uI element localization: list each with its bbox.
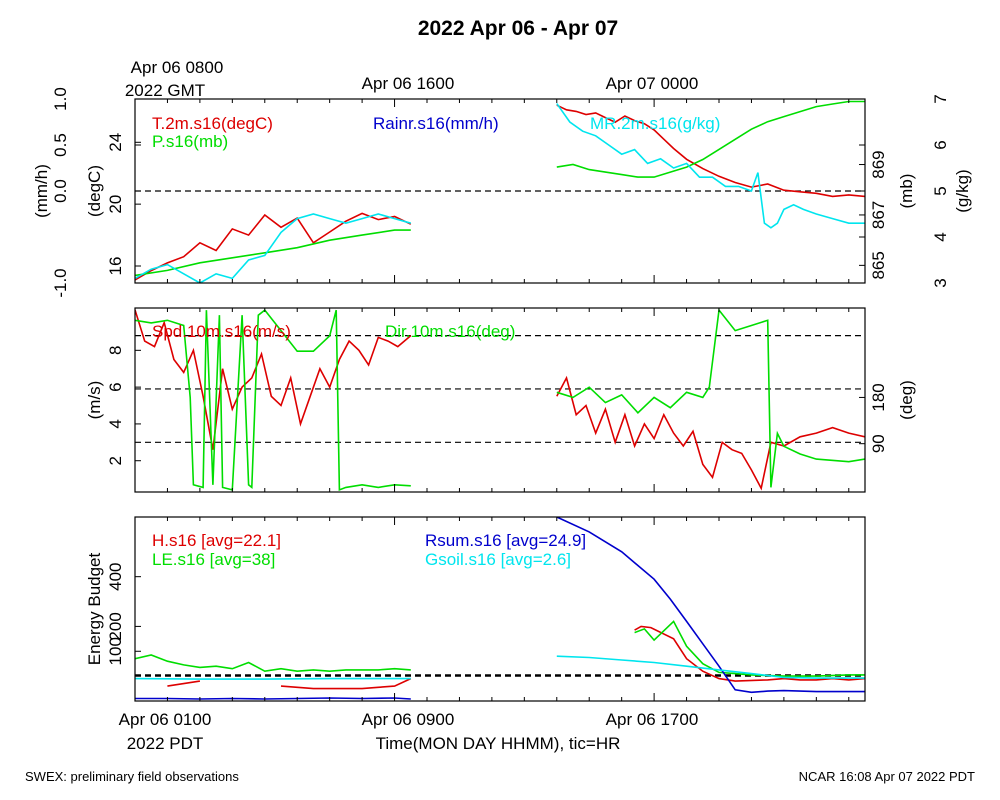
series-line-spd (556, 375, 865, 491)
y-tick-label: 1.0 (51, 87, 70, 111)
legend-entry: MR.2m.s16(g/kg) (590, 114, 720, 133)
series-line-rsum (135, 697, 411, 700)
panel-met: -1.0 0.0 0.5 1.0 (mm/h) 16 20 24(degC) 865 867 869… (32, 87, 972, 297)
series-line-dir (556, 308, 865, 488)
top-axis-label-0: Apr 06 0800 (131, 58, 224, 77)
series-line-h (167, 680, 201, 687)
panel-frame (134, 307, 866, 493)
legend-entry: Gsoil.s16 [avg=2.6] (425, 550, 571, 569)
y-tick-label: 16 (106, 257, 125, 276)
series-line-gsoil (135, 677, 411, 680)
top-axis-label-2: Apr 07 0000 (606, 74, 699, 93)
series-line-h (280, 677, 412, 690)
footer-right: NCAR 16:08 Apr 07 2022 PDT (799, 769, 975, 784)
series-line-rsum (556, 517, 865, 694)
series-line-t (556, 104, 865, 198)
series-line-h (634, 625, 865, 682)
series-line-spd (135, 309, 412, 450)
y-axis-label: (degC) (85, 165, 104, 217)
y-tick-label: 180 (869, 383, 888, 411)
legend-entry: P.s16(mb) (152, 132, 228, 151)
y-tick-label: 200 (106, 612, 125, 640)
panel-wind: 2 4 6 8 (m/s) 90 180 (deg) Spd.10m.s16(m/s) Dir.1… (85, 307, 916, 493)
legend-entry: H.s16 [avg=22.1] (152, 531, 281, 550)
y-tick-label: 5 (931, 186, 950, 195)
y-tick-label: 2 (106, 456, 125, 465)
y-tick-label: 6 (106, 382, 125, 391)
y-axis-label: Energy Budget (85, 552, 104, 665)
top-axis-label-1: Apr 06 1600 (362, 74, 455, 93)
y-tick-label: -1.0 (51, 268, 70, 297)
y-tick-label: 869 (869, 150, 888, 178)
y-tick-label: 6 (931, 140, 950, 149)
y-tick-label: 400 (106, 562, 125, 590)
bottom-axis-sublabel: 2022 PDT (127, 734, 204, 753)
footer-left: SWEX: preliminary field observations (25, 769, 239, 784)
y-tick-label: 24 (106, 133, 125, 152)
y-axis-label: (g/kg) (953, 169, 972, 212)
x-axis-title: Time(MON DAY HHMM), tic=HR (376, 734, 621, 753)
series-line-t (135, 212, 412, 281)
legend-entry: LE.s16 [avg=38] (152, 550, 275, 569)
y-tick-label: 100 (106, 637, 125, 665)
y-axis-label: (deg) (897, 380, 916, 420)
y-tick-label: 867 (869, 201, 888, 229)
series-line-dir (135, 308, 411, 492)
top-axis-sublabel: 2022 GMT (125, 81, 205, 100)
legend-entry: T.2m.s16(degC) (152, 114, 273, 133)
series-line-le (135, 654, 411, 673)
y-tick-label: 3 (931, 278, 950, 287)
y-tick-label: 20 (106, 195, 125, 214)
series-line-mr (135, 213, 412, 283)
y-axis-label: (m/s) (85, 381, 104, 420)
bottom-axis-label-2: Apr 06 1700 (606, 710, 699, 729)
panel-frame (134, 516, 866, 702)
y-axis-label: (mm/h) (32, 164, 51, 218)
legend-entry: Rainr.s16(mm/h) (373, 114, 499, 133)
bottom-axis-label-1: Apr 06 0900 (362, 710, 455, 729)
legend-entry: Rsum.s16 [avg=24.9] (425, 531, 586, 550)
y-tick-label: 90 (869, 434, 888, 453)
y-tick-label: 7 (931, 94, 950, 103)
y-tick-label: 4 (931, 232, 950, 241)
legend-entry: Dir.10m.s16(deg) (385, 322, 515, 341)
y-tick-label: 8 (106, 346, 125, 355)
y-tick-label: 0.0 (51, 179, 70, 203)
y-tick-label: 865 (869, 251, 888, 279)
y-tick-label: 4 (106, 419, 125, 428)
y-tick-label: 0.5 (51, 133, 70, 157)
legend-entry: Spd.10m.s16(m/s) (152, 322, 291, 341)
series-line-gsoil (556, 655, 865, 679)
y-axis-label: (mb) (897, 174, 916, 209)
series-line-p (135, 229, 411, 277)
series-line-le (634, 620, 865, 677)
series-line-mr (556, 103, 865, 229)
figure-title: 2022 Apr 06 - Apr 07 (418, 17, 618, 40)
bottom-axis-label-0: Apr 06 0100 (119, 710, 212, 729)
series-line-p (556, 100, 865, 178)
